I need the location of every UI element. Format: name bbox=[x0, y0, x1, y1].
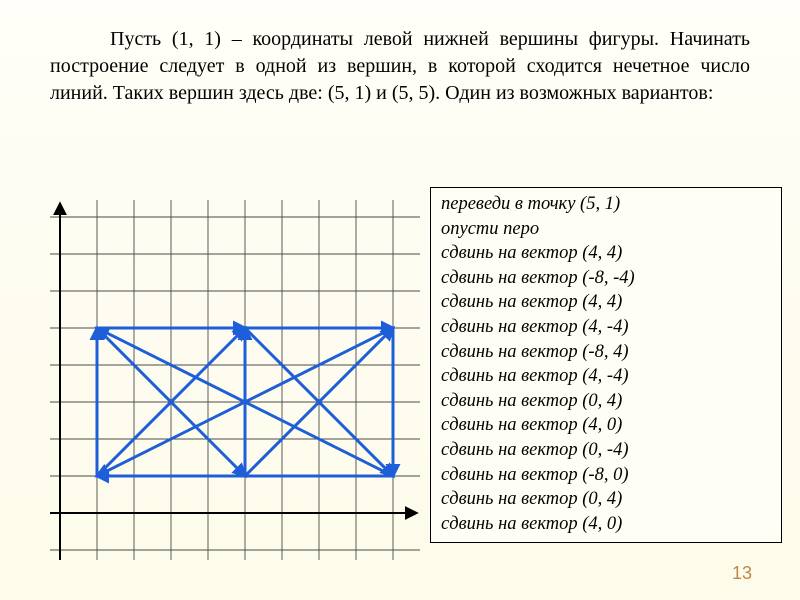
command-line: сдвинь на вектор (0, 4) bbox=[441, 487, 771, 512]
command-line: сдвинь на вектор (-8, -4) bbox=[441, 266, 771, 291]
command-line: переведи в точку (5, 1) bbox=[441, 192, 771, 217]
command-line: сдвинь на вектор (4, 0) bbox=[441, 413, 771, 438]
intro-text: Пусть (1, 1) – координаты левой нижней в… bbox=[50, 26, 750, 107]
figure-area bbox=[50, 200, 420, 560]
intro-paragraph: Пусть (1, 1) – координаты левой нижней в… bbox=[0, 0, 800, 107]
command-line: сдвинь на вектор (-8, 0) bbox=[441, 463, 771, 488]
command-line: сдвинь на вектор (0, -4) bbox=[441, 438, 771, 463]
grid-figure bbox=[50, 200, 420, 560]
command-line: сдвинь на вектор (-8, 4) bbox=[441, 340, 771, 365]
command-line: сдвинь на вектор (4, 4) bbox=[441, 290, 771, 315]
grid bbox=[50, 200, 420, 560]
command-line: сдвинь на вектор (4, -4) bbox=[441, 364, 771, 389]
commands-list: переведи в точку (5, 1)опусти перосдвинь… bbox=[441, 192, 771, 536]
command-line: сдвинь на вектор (4, -4) bbox=[441, 315, 771, 340]
command-line: сдвинь на вектор (4, 0) bbox=[441, 512, 771, 537]
command-line: сдвинь на вектор (0, 4) bbox=[441, 389, 771, 414]
command-line: опусти перо bbox=[441, 217, 771, 242]
command-line: сдвинь на вектор (4, 4) bbox=[441, 241, 771, 266]
page-number: 13 bbox=[732, 563, 752, 584]
axes bbox=[50, 204, 416, 560]
commands-box: переведи в точку (5, 1)опусти перосдвинь… bbox=[430, 187, 782, 543]
